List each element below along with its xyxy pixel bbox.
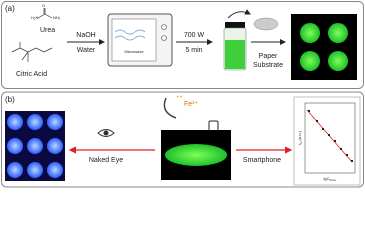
eye-pupil xyxy=(103,130,109,136)
microwave-window xyxy=(111,18,157,62)
spot xyxy=(328,51,348,71)
step-label: 5 min xyxy=(185,47,202,54)
vial-liquid xyxy=(225,40,245,69)
step-label: 700 W xyxy=(184,32,205,39)
step-label: Water xyxy=(77,47,96,54)
y-axis-label: IG(a.u.) xyxy=(297,130,303,144)
step-label: NaOH xyxy=(76,32,95,39)
atom: NH₂ xyxy=(53,15,61,20)
sample-spot xyxy=(165,144,227,166)
knob xyxy=(161,24,167,30)
atom: H₂N xyxy=(31,15,38,20)
uv-spots xyxy=(7,114,63,178)
panel-label: (b) xyxy=(5,95,15,104)
urea-structure xyxy=(11,8,53,62)
panel-label: (a) xyxy=(5,4,15,13)
vial-cap xyxy=(225,22,245,28)
curved-arrow xyxy=(227,9,251,19)
figure: (a) H₂N NH₂ O Urea Citric Acid NaOH Wate… xyxy=(1,1,364,188)
knob xyxy=(161,35,167,41)
spot xyxy=(300,23,320,43)
reagent: Citric Acid xyxy=(16,71,47,78)
step-label: Smartphone xyxy=(243,157,281,164)
waves xyxy=(114,29,146,41)
step-label: Substrate xyxy=(253,62,283,69)
paper xyxy=(253,17,279,31)
step-label: Paper xyxy=(259,53,278,60)
sparkle: ✦✦ xyxy=(176,94,183,99)
plot-axes xyxy=(304,102,356,174)
atom: O xyxy=(42,3,45,8)
device-label: Microwave xyxy=(124,49,144,54)
plot-points xyxy=(308,110,353,162)
ion-label: Fe³⁺ xyxy=(184,101,199,108)
spot xyxy=(300,51,320,71)
page: {"panel_a": {"label": "(a)", "reagents":… xyxy=(0,0,365,189)
x-axis-label: lgCFe3+ xyxy=(324,176,337,182)
reagent: Urea xyxy=(40,27,55,34)
step-label: Naked Eye xyxy=(89,157,123,164)
spot xyxy=(328,23,348,43)
plot-frame xyxy=(293,96,361,186)
result-paper xyxy=(291,14,357,80)
curved-arrow xyxy=(163,97,177,119)
